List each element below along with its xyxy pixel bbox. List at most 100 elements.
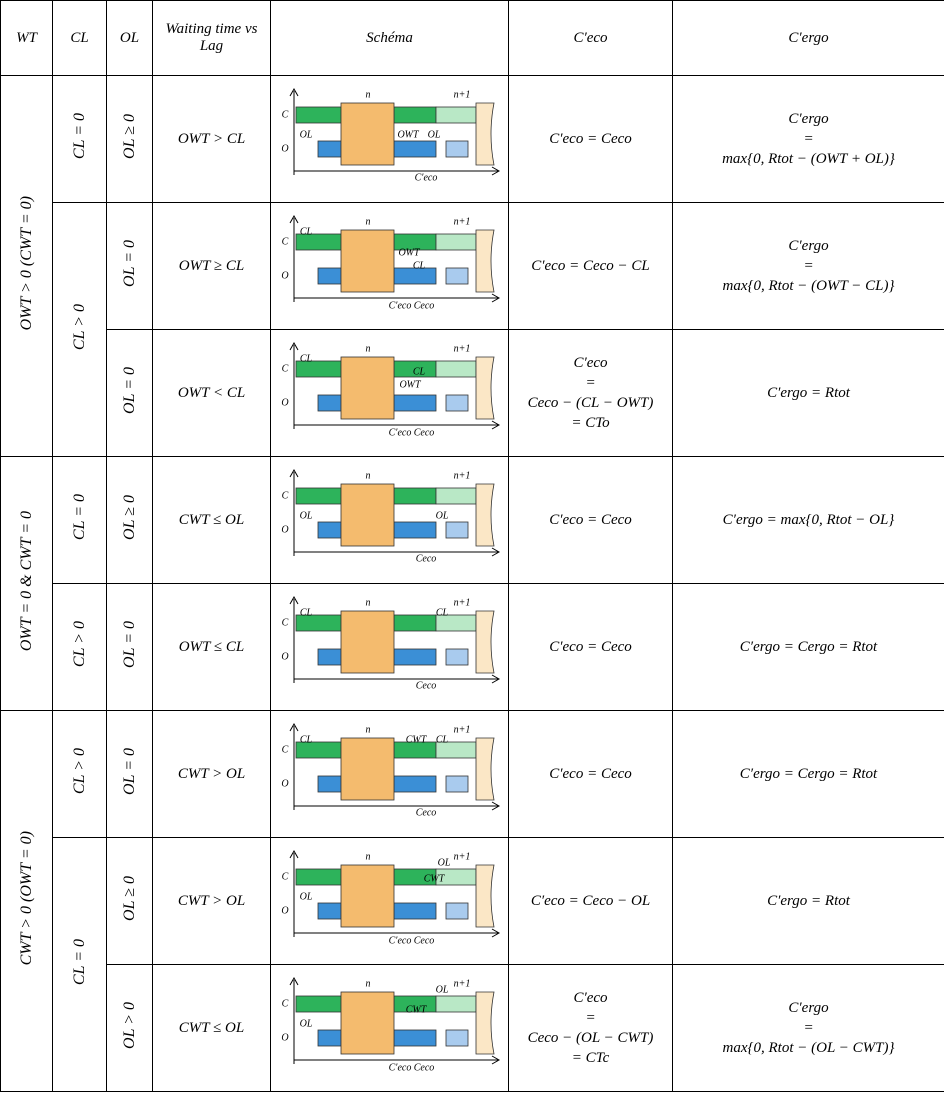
axis-label: C [281,617,288,628]
ol-cell: OL = 0 [106,329,153,457]
blue-bar [393,902,436,919]
beige-block [475,864,494,927]
axis-label: C [281,490,288,501]
axis-label: O [281,651,288,662]
blue-bar [317,775,341,792]
axis-label: O [281,270,288,281]
table-row: OWT > 0 (CWT = 0) CL = 0 OL ≥ 0 OWT > CL n n+… [0,75,944,457]
schema-label: OWT [397,129,420,140]
ol-cell: OL ≥ 0 [106,456,153,584]
ol-label: OL ≥ 0 [120,114,138,159]
schema-label: CL [299,734,312,745]
table-row: OL > 0 CWT ≤ OL n n+1 C O OL OL CWT C′eco Ceco C′ec… [1,964,944,1092]
cycle-label: n [365,470,370,481]
schema-label: OL [437,857,450,868]
cycle-label: n+1 [453,724,470,735]
axis-label: O [281,524,288,535]
ergo-cell: C′ergo = max{0, Rtot − OL} [672,456,944,584]
light-blue-bar [445,267,468,284]
wt-label: CWT > 0 (OWT = 0) [17,831,35,966]
axis-label: C [281,998,288,1009]
blue-bar [393,1029,436,1046]
schema: n n+1 C O OL OL Ceco [281,468,500,564]
axis-label: O [281,143,288,154]
cycle-label: n [365,597,370,608]
axes [289,595,500,683]
cl-label: CL = 0 [70,938,88,986]
schema-cell: n n+1 C O CL CWT CL Ceco [270,710,509,838]
green-bar [295,106,341,123]
light-green-bar [435,106,476,123]
ol-cell: OL = 0 [106,710,153,838]
wt-cell: OWT = 0 & CWT = 0 [0,456,53,711]
formula-line: C′ergo = Cergo = Rtot [739,766,878,782]
schema: n n+1 C O CL CL OWT C′eco Ceco [281,341,500,438]
schema-label: OL [435,510,448,521]
schema: n n+1 C O OL OL CWT C′eco Ceco [281,976,500,1073]
ergo-cell: C′ergo = max{0, Rtot − (OL − CWT)} [672,964,944,1092]
light-blue-bar [445,648,468,665]
green-bar [295,995,341,1012]
cl-label: CL > 0 [70,621,88,668]
axes [289,468,500,556]
cl-cell: CL > 0 [52,583,107,711]
light-green-bar [435,487,476,504]
formula-line: C′eco = Ceco [549,131,632,147]
eco-cell: C′eco = Ceco [508,710,673,838]
green-bar [295,487,341,504]
blue-bar [317,140,341,157]
schema-label: Ceco [415,807,436,818]
wait-cell: OWT ≥ CL [152,202,271,330]
light-green-bar [435,360,476,377]
table-row: CWT > 0 (OWT = 0) CL > 0 OL = 0 CWT > OL n n+… [0,710,944,1092]
cl-cell: CL = 0 [52,837,107,1092]
formula-line: Ceco − (OL − CWT) [527,1030,654,1046]
formula-line: = [803,258,814,274]
schema-label: C′eco [414,172,437,183]
schema: n n+1 C O CL CL Ceco [281,595,500,691]
cl-cell: CL > 0 [52,710,107,838]
formula-line: = [585,375,596,391]
blue-bar [317,521,341,538]
blue-bar [393,775,436,792]
formula-line: = [803,1020,814,1036]
green-bar [393,614,436,631]
blue-bar [317,902,341,919]
schema-label: Ceco [413,427,434,438]
formula-line: C′eco = Ceco [549,766,632,782]
cycle-label: n [365,216,370,227]
beige-block [475,229,494,292]
schema-label: OL [299,1018,312,1029]
cycle-label: n+1 [453,216,470,227]
formula-line: = CTc [571,1050,610,1066]
ergo-cell: C′ergo = max{0, Rtot − (OWT + OL)} [672,75,944,203]
cl-cell: CL > 0 [52,202,107,457]
table-row: OWT = 0 & CWT = 0 CL = 0 OL ≥ 0 CWT ≤ OL n n+… [0,456,944,711]
schema-label: CL [435,607,448,618]
schema: n n+1 C O CL OWT CL C′eco Ceco [281,214,500,311]
cycle-label: n [365,89,370,100]
axis-label: O [281,905,288,916]
orange-block [340,102,394,165]
blue-bar [393,394,436,411]
schema-label: CL [299,226,312,237]
formula-line: C′ergo [788,1000,829,1016]
blue-bar [317,394,341,411]
orange-block [340,991,394,1054]
formula-line: C′ergo = Rtot [767,893,850,909]
formula-line: C′ergo = Rtot [767,385,850,401]
light-blue-bar [445,140,468,157]
ol-cell: OL = 0 [106,202,153,330]
table-row: CL = 0 OL ≥ 0 CWT > OL n n+1 C O OL OL CWT C′eco Ce… [1,837,944,1092]
schema-label: Ceco [413,935,434,946]
eco-cell: C′eco = Ceco [508,456,673,584]
green-bar [295,868,341,885]
cycle-label: n+1 [453,470,470,481]
blue-bar [393,140,436,157]
cycle-label: n [365,724,370,735]
axis-label: O [281,778,288,789]
axis-label: C [281,363,288,374]
cl-label: CL > 0 [70,748,88,795]
